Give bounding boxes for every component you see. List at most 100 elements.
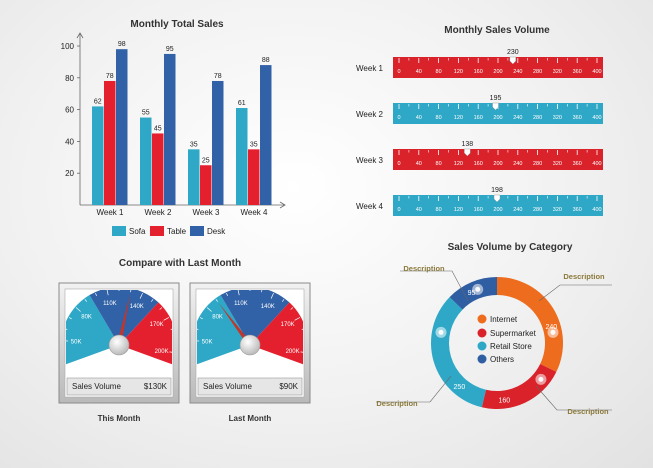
donut-slice (481, 364, 557, 409)
volume-tick-label: 320 (553, 115, 562, 121)
volume-tick-label: 120 (454, 69, 463, 75)
bar (200, 165, 212, 205)
gauge-tick-mark (290, 307, 294, 310)
gauge-tick-mark (300, 351, 303, 353)
donut-marker-dot (438, 329, 444, 335)
gauge-tick-mark (106, 290, 109, 296)
volume-value-label: 230 (507, 49, 519, 56)
bar-data-label: 62 (94, 98, 102, 105)
volume-band (393, 57, 603, 78)
gauge-readout-box (197, 377, 303, 396)
bar-data-label: 55 (142, 110, 150, 117)
gauge-tick-mark (226, 292, 228, 296)
volume-value-label: 198 (491, 187, 503, 194)
volume-tick-label: 0 (397, 161, 400, 167)
gauge-segment-high (250, 302, 303, 365)
gauge-tick-label: 200K (155, 349, 169, 355)
gauge-caption: Last Month (229, 414, 272, 423)
gauge-chart-title: Compare with Last Month (119, 258, 241, 269)
gauge-readout-label: Sales Volume (72, 382, 121, 391)
gauge-tick-mark (163, 317, 170, 321)
bar-x-tick-label: Week 1 (97, 208, 125, 217)
gauge-dial: 50K 80K 110K 140K 170K 200K (66, 290, 172, 365)
gauge-tick-mark (237, 290, 240, 296)
volume-marker (509, 56, 517, 65)
gauge-tick-label: 50K (71, 340, 82, 346)
gauge-tick-label: 170K (150, 322, 164, 328)
bar (212, 80, 224, 205)
volume-tick-label: 320 (553, 207, 562, 213)
gauge-tick-label: 110K (103, 301, 117, 307)
bar (188, 149, 200, 205)
bar-data-label: 78 (214, 73, 222, 80)
donut-slice (449, 277, 497, 310)
volume-tick-label: 120 (454, 161, 463, 167)
legend-label: Sofa (129, 227, 146, 236)
gauge-tick-label: 80K (81, 315, 92, 321)
volume-tick-label: 80 (436, 115, 442, 121)
volume-tick-label: 0 (397, 207, 400, 213)
bar-x-tick-label: Week 4 (241, 208, 269, 217)
bar-y-tick-label: 80 (65, 74, 74, 83)
bar (164, 53, 176, 206)
bar-data-label: 35 (250, 141, 258, 148)
volume-band (393, 195, 603, 216)
gauge-needle (116, 294, 131, 346)
bar-data-label: 98 (118, 41, 126, 48)
bar-data-label: 78 (106, 73, 114, 80)
bar (92, 106, 104, 205)
gauge-tick-label: 50K (202, 340, 213, 346)
donut-value-label: 250 (454, 384, 466, 391)
gauge-dial: 50K 80K 110K 140K 170K 200K (197, 290, 303, 365)
bar-chart-x-labels: Week 1 Week 2 Week 3 Week 4 (97, 208, 269, 217)
volume-value-label: 195 (490, 95, 502, 102)
volume-rows: Week 1 0 40 80 120 160 200 240 280 320 360 400230We… (356, 49, 603, 216)
volume-tick-label: 0 (397, 115, 400, 121)
volume-tick-label: 80 (436, 161, 442, 167)
legend-label: Desk (207, 227, 226, 236)
donut-slice (431, 297, 486, 408)
volume-row-label: Week 4 (356, 202, 384, 211)
gauge-tick-mark (206, 307, 212, 312)
volume-tick-label: 240 (513, 115, 522, 121)
gauge-tick-mark (159, 307, 163, 310)
donut-callout-line (538, 284, 612, 302)
gauge-tick-mark (197, 328, 199, 330)
volume-tick-label: 40 (416, 207, 422, 213)
gauge-segment-low (197, 295, 250, 365)
bar (140, 117, 152, 205)
volume-tick-label: 400 (592, 207, 601, 213)
bar-x-axis-arrow (279, 201, 286, 209)
bar-x-tick-label: Week 2 (145, 208, 173, 217)
volume-tick-label: 160 (474, 207, 483, 213)
legend-label: Table (167, 227, 187, 236)
legend-swatch (190, 226, 204, 236)
donut-legend-swatch (477, 314, 487, 324)
gauge-tick-label: 140K (130, 304, 144, 310)
volume-band (393, 103, 603, 124)
volume-tick-label: 240 (513, 161, 522, 167)
gauge-caption: This Month (98, 414, 141, 423)
compare-last-month-chart: Compare with Last Month 50K 80K 110K 140K 17… (58, 258, 311, 423)
gauge-needle (218, 303, 252, 347)
donut-value-label: 160 (498, 398, 510, 405)
gauges: 50K 80K 110K 140K 170K 200K Sales Volume $130K T… (58, 282, 311, 423)
bar-chart-bars: 62 78 98 55 45 95 35 25 78 61 35 88 (92, 41, 272, 206)
donut-legend-swatch (477, 341, 487, 351)
donut-callout-line (400, 270, 469, 302)
gauge-readout-value: $90K (279, 382, 298, 391)
volume-tick-label: 200 (493, 207, 502, 213)
gauge-hub (239, 334, 261, 356)
bar-data-label: 35 (190, 141, 198, 148)
donut-callout-text: Description (403, 264, 445, 273)
volume-tick-label: 320 (553, 69, 562, 75)
bar-data-label: 45 (154, 125, 162, 132)
volume-tick-label: 200 (493, 69, 502, 75)
bar (116, 49, 128, 206)
donut-callout-line (376, 375, 452, 403)
donut-legend-label: Supermarket (490, 329, 537, 338)
bar-data-label: 25 (202, 157, 210, 164)
volume-marker (492, 102, 499, 111)
volume-tick-label: 400 (592, 115, 601, 121)
